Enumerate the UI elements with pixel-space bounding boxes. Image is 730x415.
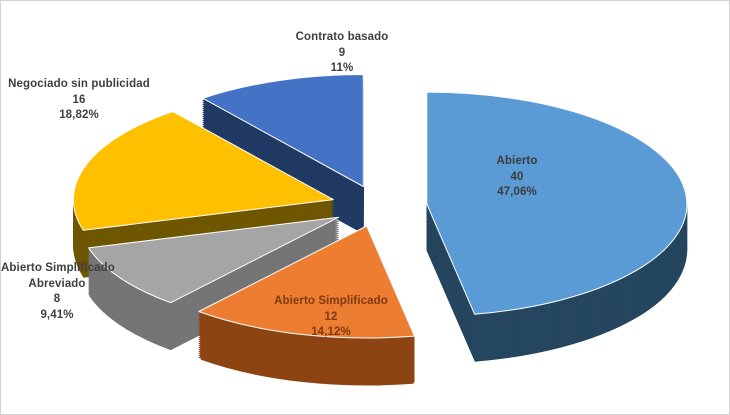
pie-slice-negociado-sin-publicidad[interactable] (72, 111, 334, 231)
slice-label-abierto-simplificado-abreviado: Abierto Simplificado Abreviado 8 9,41% (1, 261, 115, 323)
slice-label-negociado-sin-publicidad: Negociado sin publicidad 16 18,82% (1, 77, 157, 124)
slice-label-contrato-basado: Contrato basado 9 11% (262, 30, 422, 77)
slice-label-name: Negociado sin publicidad (8, 78, 150, 90)
slice-label-pct: 18,82% (59, 109, 99, 121)
slice-label-value: 9 (338, 46, 346, 59)
slice-label-name: Abreviado (28, 277, 86, 290)
slice-label-pct: 47,06% (497, 186, 537, 198)
slice-label-value: 8 (53, 293, 61, 305)
slice-label-value: 40 (510, 170, 524, 183)
pie-slice-abierto-simplificado[interactable] (198, 225, 415, 339)
slice-label-pct: 11% (330, 62, 354, 74)
slice-label-name: Abierto Simplificado (274, 295, 388, 307)
slice-label-value: 12 (324, 310, 338, 323)
slice-label-name: Abierto (496, 155, 538, 167)
pie-slice-abierto-simplificado-abreviado[interactable] (88, 216, 340, 304)
slice-label-value: 16 (72, 93, 86, 106)
slice-label-pct: 9,41% (40, 308, 74, 321)
slice-label-abierto-simplificado: Abierto Simplificado 12 14,12% (251, 294, 411, 341)
slice-label-name: Contrato basado (295, 31, 389, 43)
slice-label-abierto: Abierto 40 47,06% (437, 154, 597, 201)
slice-label-name: Abierto Simplificado (1, 262, 115, 274)
pie-slice-contrato-basado[interactable] (202, 73, 364, 187)
pie-slice-abierto[interactable] (426, 91, 688, 315)
slice-label-pct: 14,12% (311, 326, 351, 338)
